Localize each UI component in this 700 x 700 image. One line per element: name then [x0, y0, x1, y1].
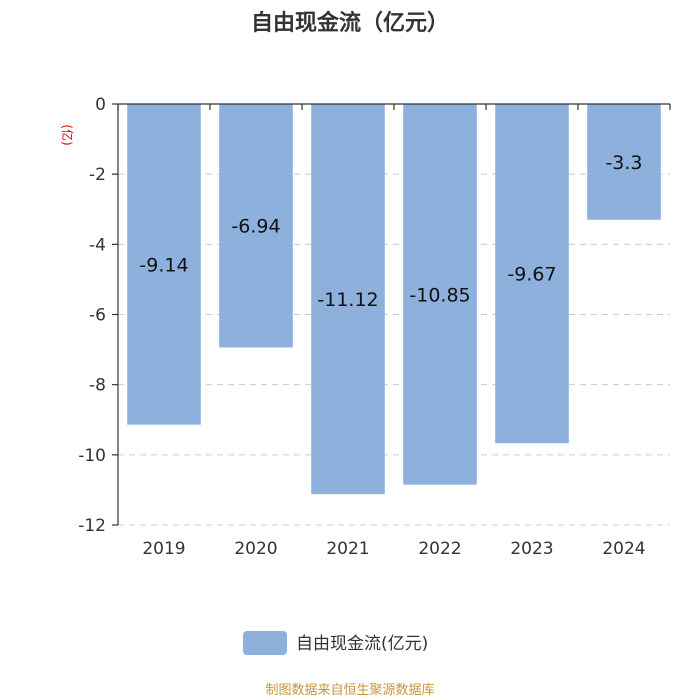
- bar-2022[interactable]: [403, 104, 477, 485]
- axes: [112, 103, 671, 526]
- bar-2019[interactable]: [127, 104, 201, 425]
- data-label-2022: -10.85: [409, 284, 470, 306]
- bar-2023[interactable]: [495, 104, 569, 444]
- x-tick-labels: 2019 2020 2021 2022 2023 2024: [142, 539, 645, 559]
- data-label-2020: -6.94: [231, 216, 280, 238]
- x-tick-label-2022: 2022: [418, 539, 461, 559]
- x-tick-label-2023: 2023: [510, 539, 553, 559]
- x-tick-label-2019: 2019: [142, 539, 185, 559]
- data-label-2019: -9.14: [139, 254, 188, 276]
- y-tick-label: 0: [95, 95, 106, 115]
- bar-2020[interactable]: [219, 104, 293, 348]
- data-label-2021: -11.12: [317, 289, 378, 311]
- y-axis-unit-label: (亿): [60, 124, 75, 145]
- data-label-2023: -9.67: [507, 264, 556, 286]
- y-tick-label: -8: [89, 376, 106, 396]
- y-tick-labels: 0 -2 -4 -6 -8 -10 -12: [78, 95, 106, 536]
- bar-2021[interactable]: [311, 104, 385, 495]
- source-note: 制图数据来自恒生聚源数据库: [265, 682, 434, 698]
- bar-2024[interactable]: [587, 104, 661, 220]
- legend[interactable]: 自由现金流(亿元): [243, 631, 428, 655]
- chart-title: 自由现金流（亿元）: [251, 10, 449, 36]
- y-tick-label: -6: [89, 306, 106, 326]
- y-tick-label: -4: [89, 235, 106, 255]
- x-tick-label-2021: 2021: [326, 539, 369, 559]
- legend-swatch: [243, 631, 287, 655]
- bars: [127, 104, 661, 495]
- x-tick-label-2024: 2024: [602, 539, 645, 559]
- y-tick-label: -10: [78, 446, 106, 466]
- legend-label: 自由现金流(亿元): [296, 634, 428, 654]
- x-tick-label-2020: 2020: [234, 539, 277, 559]
- grid-lines: [118, 173, 670, 526]
- y-tick-label: -12: [78, 516, 106, 536]
- y-tick-label: -2: [89, 165, 106, 185]
- data-label-2024: -3.3: [605, 152, 642, 174]
- data-labels: -9.14 -6.94 -11.12 -10.85 -9.67 -3.3: [139, 152, 642, 311]
